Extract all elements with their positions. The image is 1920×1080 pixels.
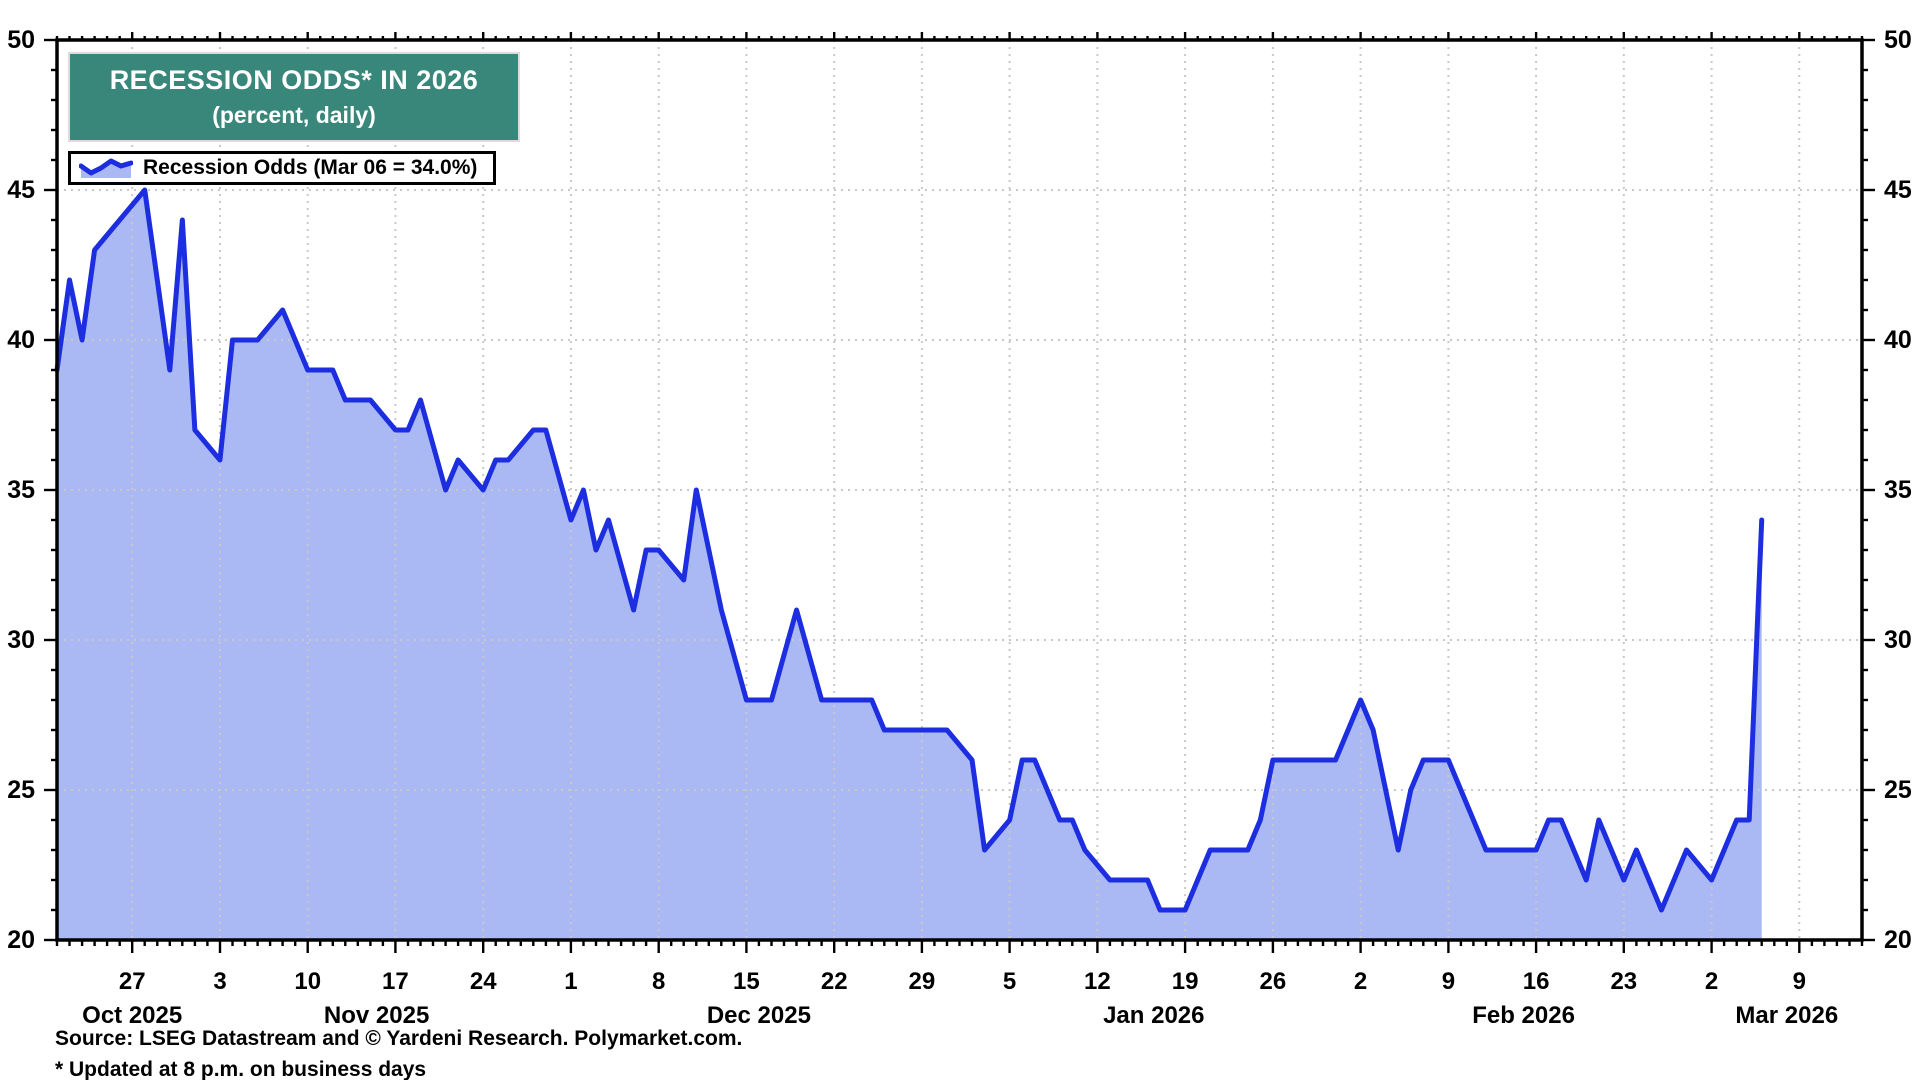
x-axis-day-label: 2 <box>1354 968 1367 995</box>
x-axis-day-label: 22 <box>821 968 848 995</box>
y-axis-label-right: 20 <box>1884 926 1912 954</box>
x-gridlines <box>131 40 1801 940</box>
x-axis-day-label: 17 <box>382 968 409 995</box>
legend-label: Recession Odds (Mar 06 = 34.0%) <box>143 156 478 179</box>
x-axis-month-label: Oct 2025 <box>82 1002 182 1029</box>
chart-subtitle: (percent, daily) <box>212 102 376 128</box>
source-text: Source: LSEG Datastream and © Yardeni Re… <box>55 1027 743 1050</box>
tick-marks <box>44 32 1875 953</box>
y-axis-label-right: 25 <box>1884 776 1912 804</box>
chart-title-box: RECESSION ODDS* IN 2026 (percent, daily) <box>68 52 520 142</box>
y-axis-label-left: 20 <box>7 926 35 954</box>
x-axis-month-label: Mar 2026 <box>1735 1002 1838 1029</box>
x-axis-day-label: 26 <box>1260 968 1287 995</box>
x-axis-month-labels: Oct 2025 Nov 2025 Dec 2025 Jan 2026 Feb 2026… <box>82 1002 1838 1029</box>
y-axis-label-right: 30 <box>1884 626 1912 654</box>
x-axis-day-labels: 27 3 10 17 24 1 8 15 22 29 5 12 19 26 2 9 16 23 2 9 <box>119 968 1806 995</box>
x-axis-day-label: 3 <box>213 968 226 995</box>
chart-title: RECESSION ODDS* IN 2026 <box>109 65 479 95</box>
x-axis-day-label: 24 <box>470 968 497 995</box>
x-axis-day-label: 5 <box>1003 968 1016 995</box>
y-axis-label-left: 35 <box>7 476 35 504</box>
y-axis-label-left: 30 <box>7 626 35 654</box>
x-axis-day-label: 15 <box>733 968 760 995</box>
legend: Recession Odds (Mar 06 = 34.0%) <box>68 151 497 185</box>
x-axis-day-label: 1 <box>564 968 577 995</box>
x-axis-month-label: Feb 2026 <box>1472 1002 1575 1029</box>
x-axis-month-label: Jan 2026 <box>1103 1002 1204 1029</box>
legend-area-swatch-icon <box>79 158 133 178</box>
x-axis-day-label: 29 <box>909 968 936 995</box>
y-axis-label-right: 35 <box>1884 476 1912 504</box>
x-axis-month-label: Dec 2025 <box>707 1002 811 1029</box>
y-axis-label-right: 40 <box>1884 326 1912 354</box>
x-axis-day-label: 23 <box>1610 968 1637 995</box>
footnote-text: * Updated at 8 p.m. on business days <box>55 1058 427 1080</box>
y-axis-label-left: 40 <box>7 326 35 354</box>
x-axis-day-label: 12 <box>1084 968 1111 995</box>
x-axis-day-label: 8 <box>652 968 665 995</box>
y-axis-label-left: 45 <box>7 176 35 204</box>
y-axis-label-right: 50 <box>1884 26 1912 54</box>
y-axis-label-left: 25 <box>7 776 35 804</box>
x-axis-day-label: 9 <box>1793 968 1806 995</box>
x-axis-day-label: 27 <box>119 968 146 995</box>
y-axis-label-left: 50 <box>7 26 35 54</box>
area-fill <box>57 190 1762 940</box>
series-line <box>54 187 1765 913</box>
x-axis-day-label: 16 <box>1523 968 1550 995</box>
y-axis-labels-right: 20 25 30 35 40 45 50 <box>1884 26 1912 954</box>
x-axis-day-label: 2 <box>1705 968 1718 995</box>
x-axis-day-label: 10 <box>294 968 321 995</box>
y-axis-label-right: 45 <box>1884 176 1912 204</box>
y-axis-labels-left: 20 25 30 35 40 45 50 <box>7 26 35 954</box>
x-axis-month-label: Nov 2025 <box>324 1002 429 1029</box>
x-axis-day-label: 19 <box>1172 968 1199 995</box>
x-axis-day-label: 9 <box>1442 968 1455 995</box>
